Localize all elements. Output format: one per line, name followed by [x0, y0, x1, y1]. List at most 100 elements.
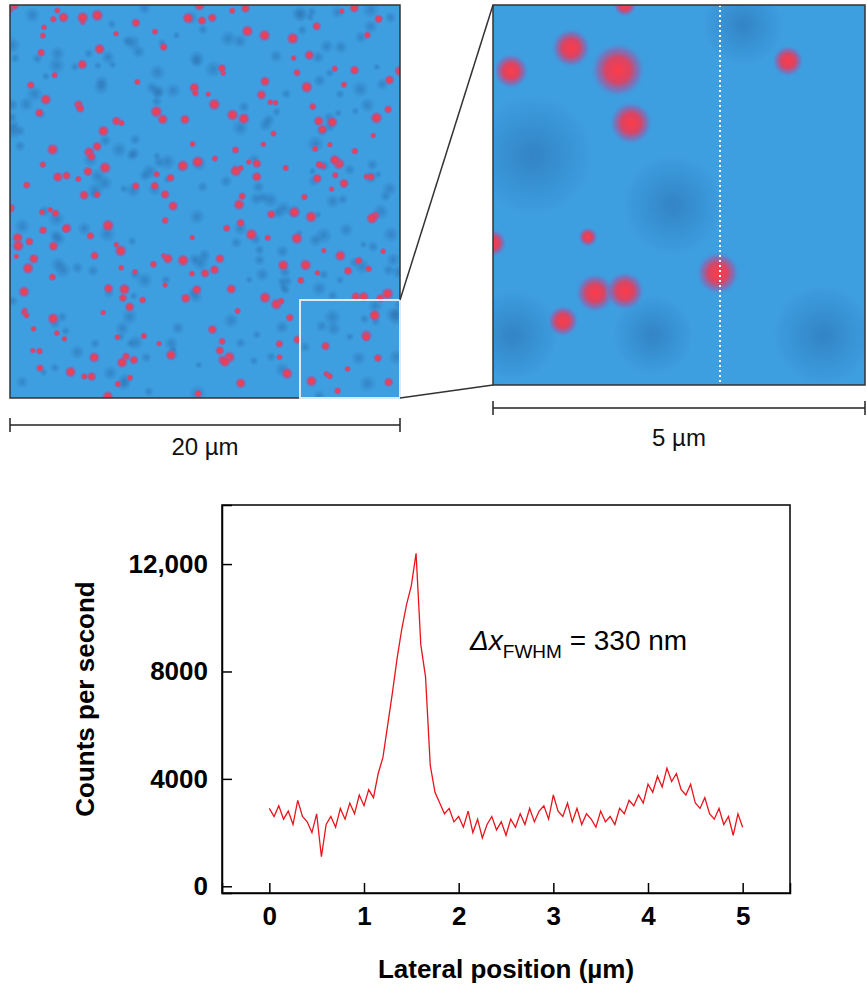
fluorescence-spot: [89, 250, 99, 260]
background-texture: [191, 156, 207, 172]
fluorescence-spot: [131, 181, 141, 191]
fluorescence-spot: [194, 389, 203, 398]
background-texture: [325, 194, 340, 209]
fluorescence-spot: [290, 54, 297, 61]
background-texture: [41, 72, 50, 81]
fluorescence-spot: [349, 64, 360, 75]
background-texture: [623, 155, 723, 255]
fluorescence-spot: [76, 11, 90, 25]
fluorescence-spot: [38, 225, 48, 235]
fluorescence-spot: [350, 147, 359, 156]
fluorescence-spot: [609, 101, 653, 145]
y-tick: 0: [194, 871, 232, 901]
fluorescence-spot: [237, 164, 245, 172]
fluorescence-spot: [101, 219, 115, 233]
y-tick-label: 8000: [150, 656, 208, 686]
fluorescence-spot: [296, 276, 305, 285]
fluorescence-spot: [149, 260, 158, 269]
fluorescence-spot: [304, 210, 318, 224]
fluorescence-spot: [118, 283, 131, 296]
fluorescence-spot: [76, 59, 88, 71]
background-texture: [313, 74, 327, 88]
background-texture: [189, 385, 207, 398]
background-texture: [131, 44, 146, 59]
fluorescence-spot: [51, 208, 61, 218]
annotation-subscript: FWHM: [503, 641, 562, 662]
fluorescence-spot: [61, 222, 72, 233]
background-texture: [252, 330, 261, 339]
background-texture: [119, 184, 128, 193]
fluorescence-spot: [259, 76, 271, 88]
fluorescence-spot: [222, 224, 231, 233]
fluorescence-spot: [547, 305, 579, 337]
background-texture: [136, 271, 154, 289]
background-texture: [382, 226, 399, 243]
fluorescence-spot: [219, 356, 231, 368]
fluorescence-spot: [286, 32, 300, 46]
background-texture: [493, 95, 593, 215]
fluorescence-spot: [88, 351, 100, 363]
fluorescence-spot: [93, 43, 106, 56]
fluorescence-spot: [217, 63, 227, 73]
fluorescence-spot: [34, 107, 45, 118]
background-texture: [249, 192, 263, 206]
fluorescence-spot: [334, 249, 347, 262]
fluorescence-spot: [241, 24, 254, 37]
fluorescence-spot: [383, 377, 394, 388]
figure: 20 µm5 µm01234504000800012,000Lateral po…: [0, 0, 867, 992]
fluorescence-spot: [52, 171, 64, 183]
background-texture: [249, 356, 259, 366]
fluorescence-spot: [39, 93, 52, 106]
fluorescence-spot: [78, 189, 89, 200]
annotation: ΔxFWHM = 330 nm: [469, 625, 687, 662]
fluorescence-spot: [343, 265, 354, 276]
axis-line: [223, 883, 791, 894]
fluorescence-spot: [191, 284, 203, 296]
fluorescence-spot: [493, 53, 529, 89]
fluorescence-spot: [91, 141, 102, 152]
background-texture: [384, 12, 396, 24]
background-texture: [90, 338, 101, 349]
background-texture: [336, 276, 345, 285]
fluorescence-spot: [93, 190, 102, 199]
fluorescence-spot: [696, 251, 740, 295]
background-texture: [55, 262, 72, 279]
fluorescence-spot: [61, 335, 68, 342]
fluorescence-spot: [364, 264, 373, 273]
x-tick-label: 4: [641, 901, 656, 931]
background-texture: [281, 88, 292, 99]
fluorescence-spot: [384, 74, 395, 85]
fluorescence-spot: [176, 159, 189, 172]
background-texture: [16, 376, 29, 389]
fluorescence-spot: [373, 353, 383, 363]
x-tick-mark: [458, 883, 460, 893]
background-texture: [189, 208, 205, 224]
y-axis-title: Counts per second: [70, 581, 100, 816]
fluorescence-spot: [191, 89, 200, 98]
fluorescence-spot: [288, 206, 301, 219]
fluorescence-spot: [75, 103, 85, 113]
fluorescence-spot: [162, 252, 174, 264]
fluorescence-spot: [189, 234, 196, 241]
fluorescence-spot: [22, 180, 31, 189]
fluorescence-spot: [234, 307, 242, 315]
fluorescence-spot: [235, 377, 247, 389]
x-tick-mark: [553, 883, 555, 893]
fluorescence-spot: [46, 143, 59, 156]
fluorescence-spot: [251, 171, 263, 183]
fluorescence-spot: [40, 24, 47, 31]
zoom-box: [300, 300, 400, 398]
background-texture: [84, 48, 94, 58]
fluorescence-spot: [133, 78, 141, 86]
fluorescence-spot: [86, 151, 96, 161]
scale-bar-label: 5 µm: [652, 424, 706, 451]
fluorescence-spot: [207, 98, 221, 112]
fluorescence-spot: [361, 332, 371, 342]
fluorescence-spot: [74, 175, 82, 183]
background-texture: [245, 276, 253, 284]
annotation-text: = 330 nm: [562, 625, 687, 656]
fluorescence-spot: [39, 32, 47, 40]
x-tick-mark: [742, 883, 744, 893]
x-tick-mark: [648, 883, 650, 893]
x-tick: 0: [263, 883, 277, 931]
